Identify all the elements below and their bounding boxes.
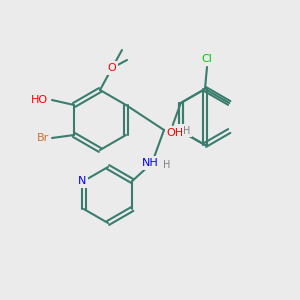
Text: NH: NH (142, 158, 158, 168)
Text: H: H (183, 126, 190, 136)
Text: HO: HO (31, 95, 48, 105)
Text: Br: Br (37, 133, 49, 143)
Text: N: N (78, 176, 86, 186)
Text: Cl: Cl (202, 54, 212, 64)
Text: O: O (108, 63, 116, 73)
Text: H: H (163, 160, 171, 170)
Text: N: N (178, 126, 187, 136)
Text: OH: OH (166, 128, 183, 138)
